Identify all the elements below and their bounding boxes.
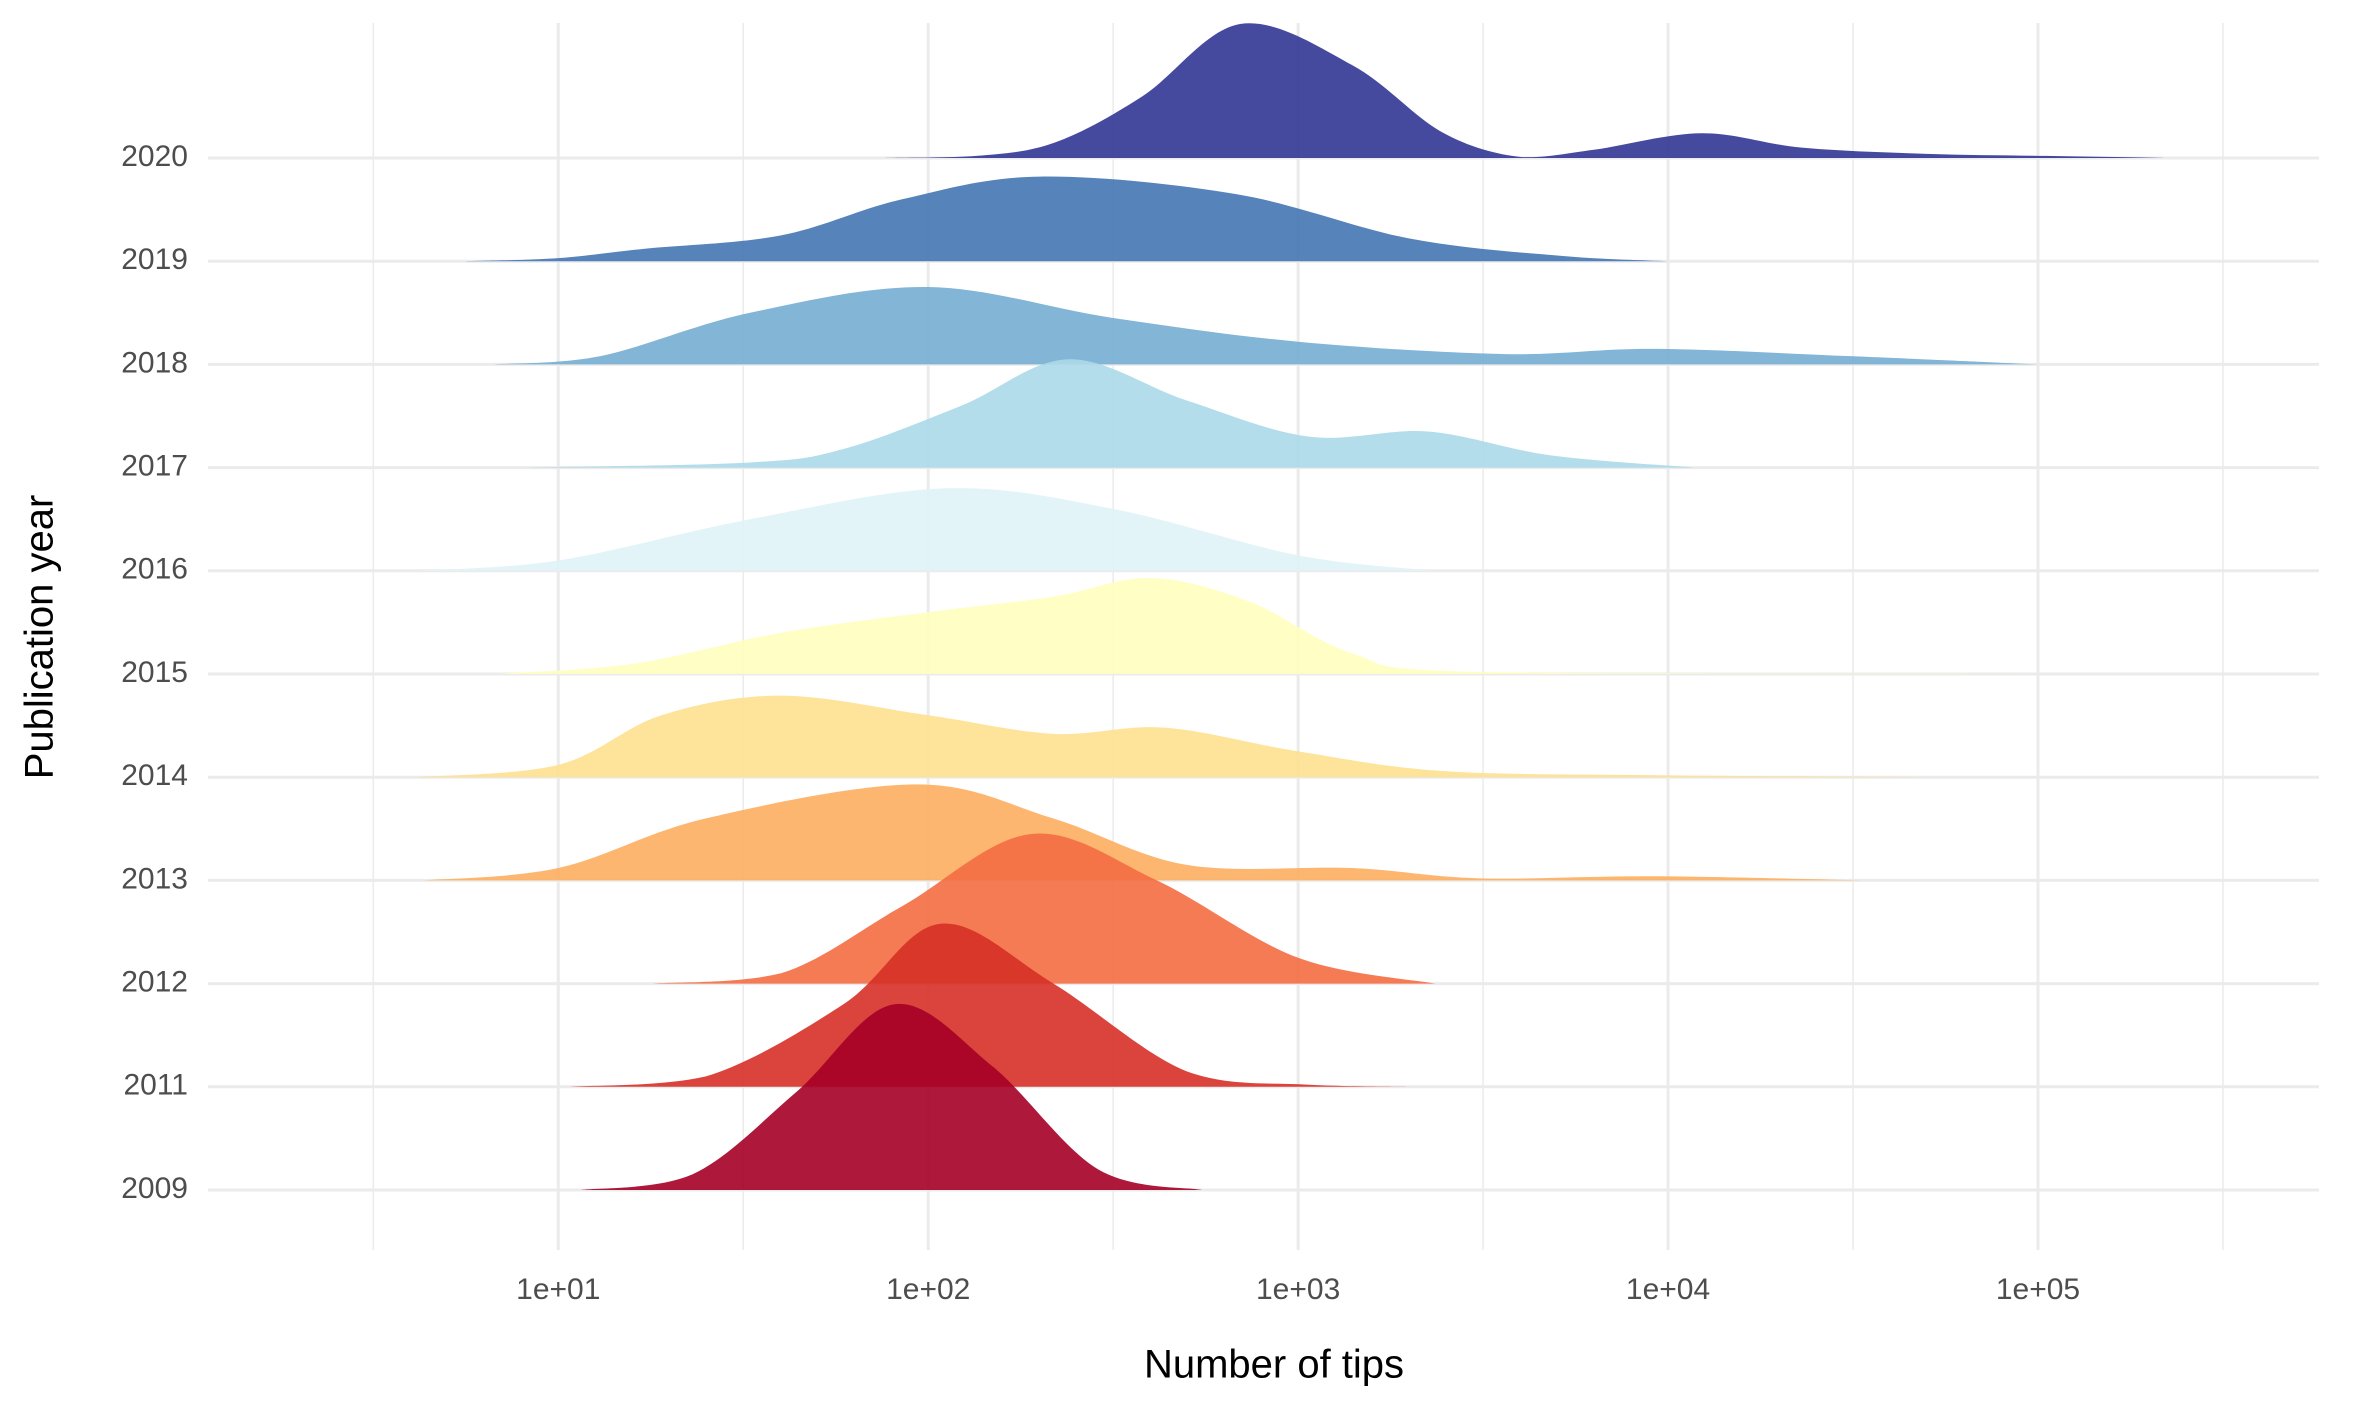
ridge-area [496, 577, 2030, 674]
y-tick-label: 2009 [121, 1172, 188, 1205]
ridge-area [415, 488, 1436, 571]
y-axis-title: Publication year [18, 495, 62, 780]
y-tick-label: 2016 [121, 553, 188, 586]
x-tick-label: 1e+02 [886, 1273, 970, 1306]
y-tick-label: 2012 [121, 966, 188, 999]
y-tick-label: 2020 [121, 140, 188, 173]
y-tick-label: 2019 [121, 243, 188, 276]
ridge-area [493, 286, 2038, 365]
ridge-area [465, 176, 1669, 262]
x-tick-label: 1e+04 [1626, 1273, 1710, 1306]
x-tick-label: 1e+03 [1256, 1273, 1340, 1306]
y-tick-label: 2013 [121, 862, 188, 895]
x-tick-label: 1e+01 [516, 1273, 600, 1306]
x-tick-label: 1e+05 [1996, 1273, 2080, 1306]
ridge-area [884, 23, 2169, 158]
ridge-area [422, 784, 1865, 881]
y-tick-label: 2018 [121, 346, 188, 379]
y-tick-label: 2011 [123, 1069, 188, 1102]
y-tick-label: 2015 [121, 656, 188, 689]
ridge-area [415, 695, 1927, 778]
x-axis-title: Number of tips [1144, 1343, 1404, 1387]
y-tick-label: 2017 [121, 450, 188, 483]
ridge-area [569, 923, 1422, 1087]
ridge-area [526, 359, 1695, 468]
ridge-area [652, 833, 1436, 984]
ridge-area [580, 1003, 1203, 1190]
y-tick-label: 2014 [121, 759, 188, 792]
